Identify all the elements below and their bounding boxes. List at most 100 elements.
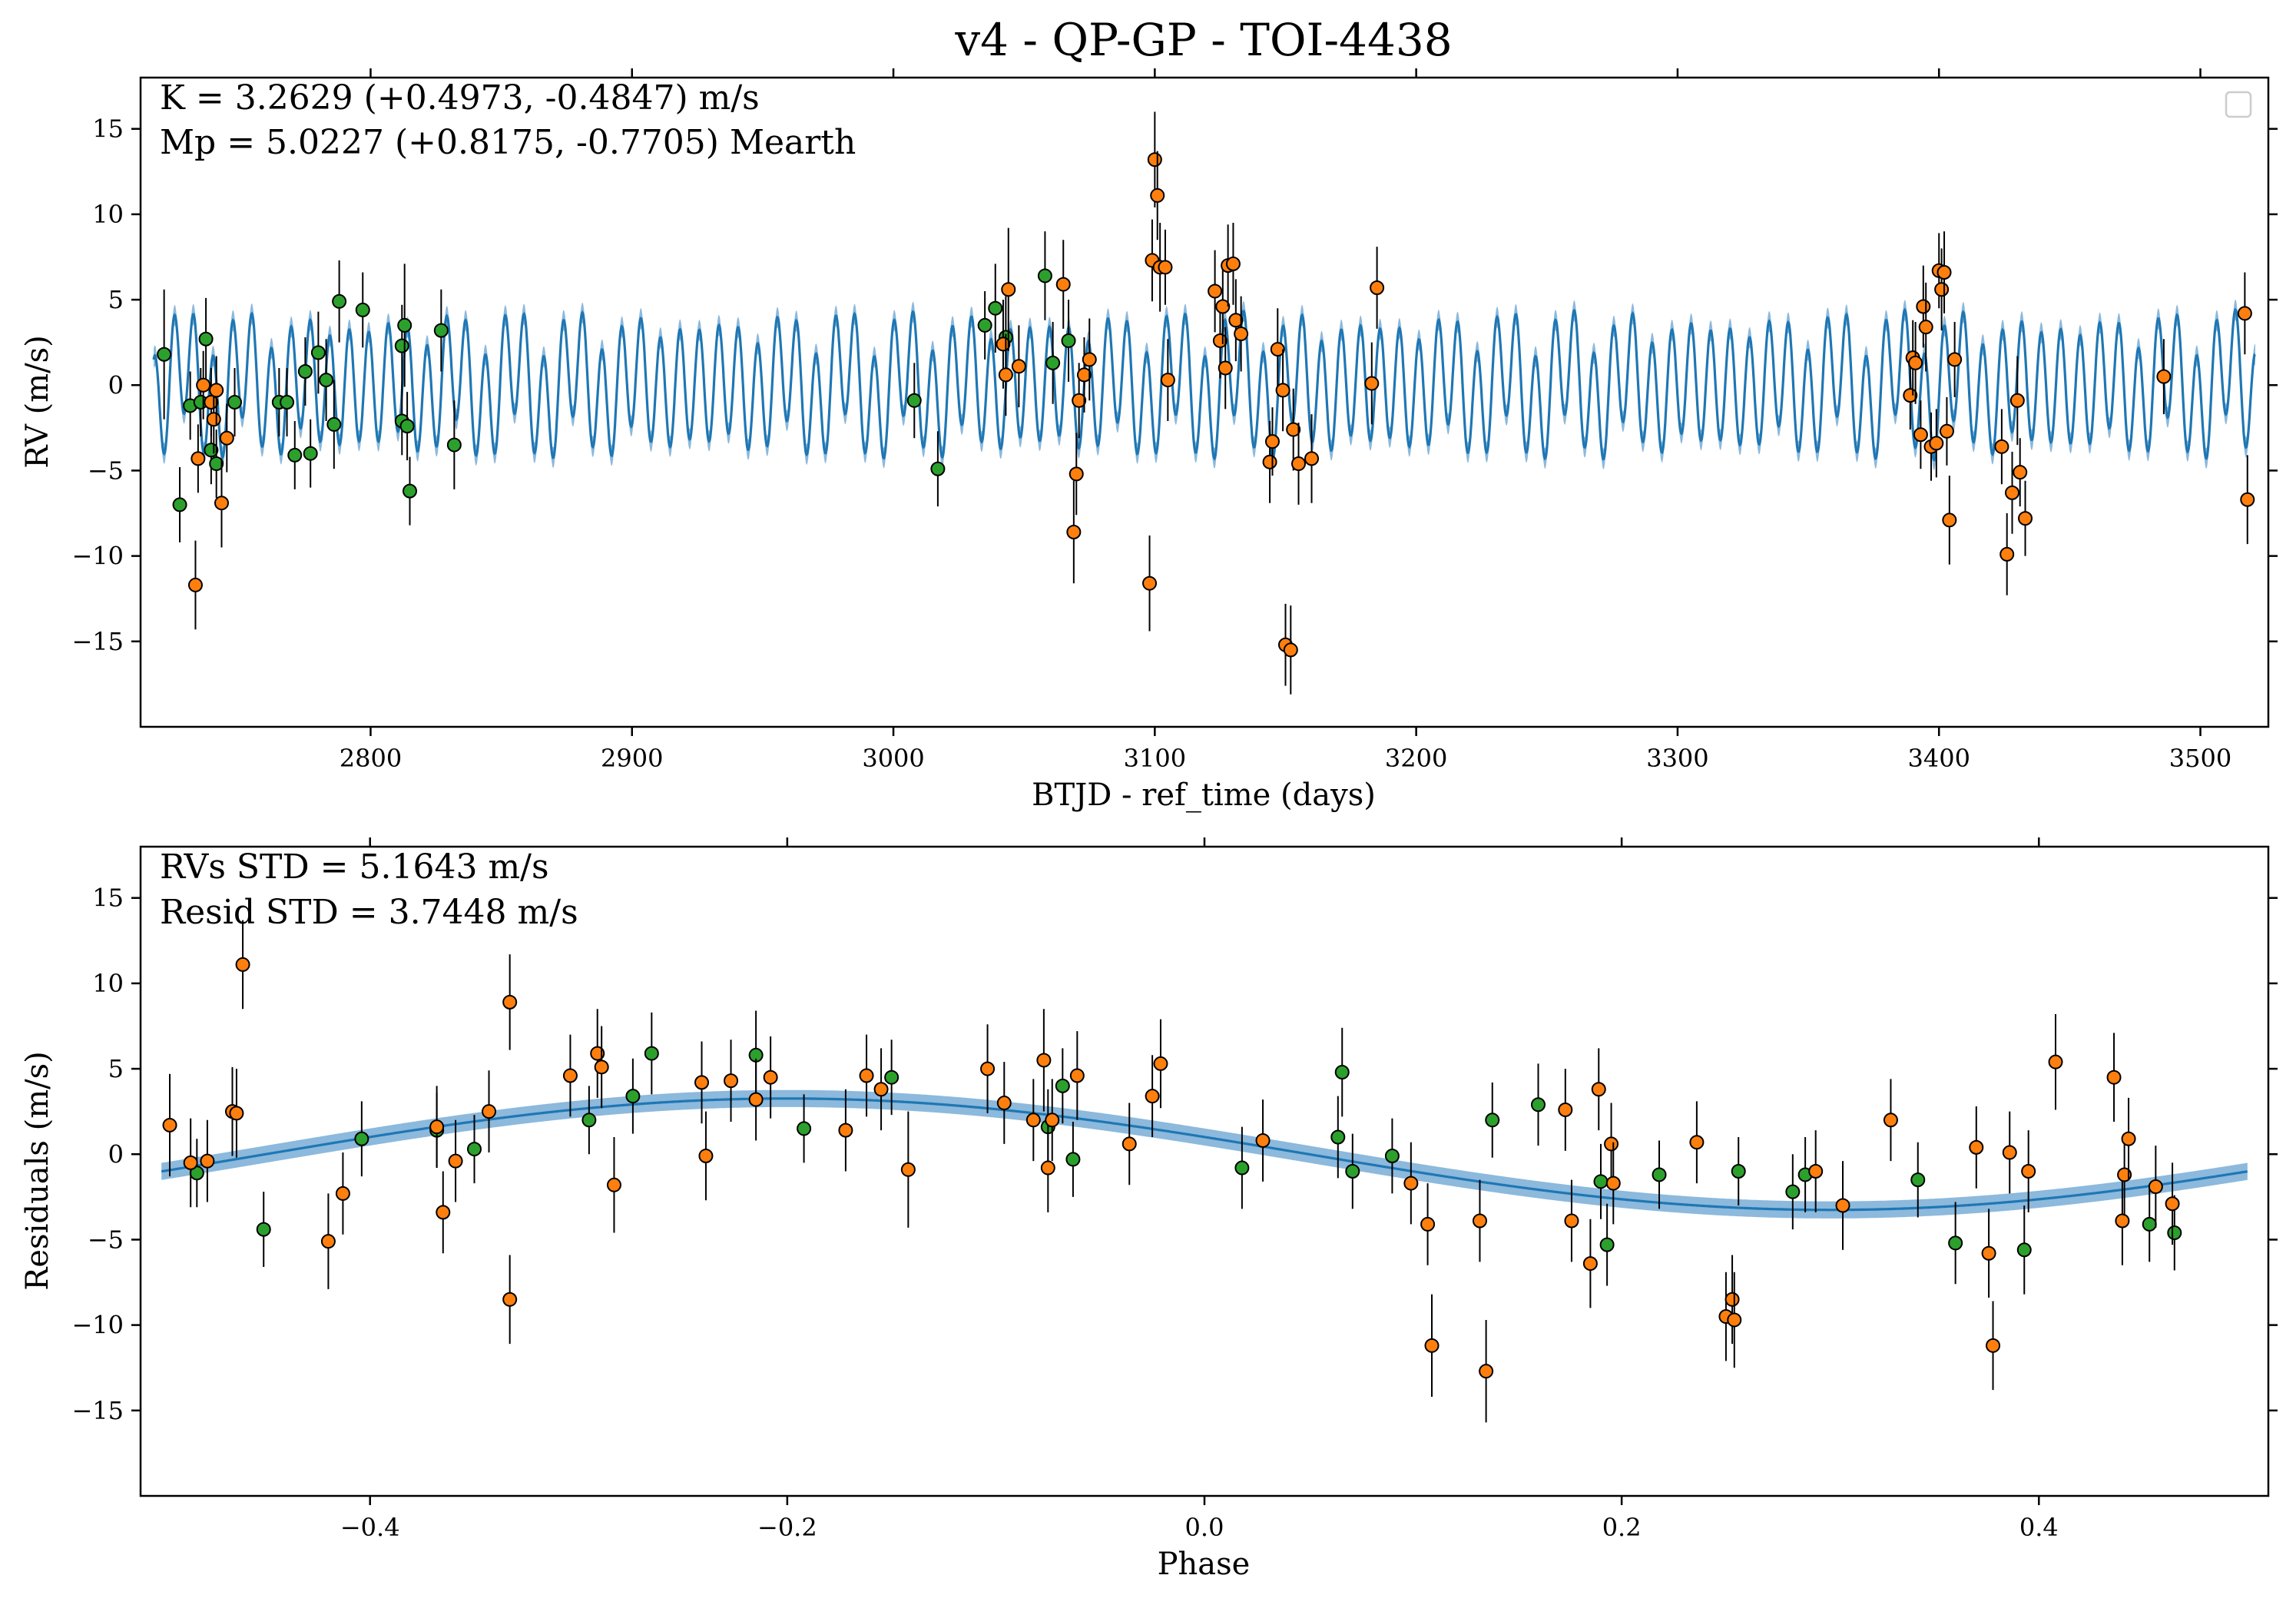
rv-point	[906, 393, 922, 408]
rv-point	[394, 338, 409, 353]
residual-point	[1981, 1245, 1996, 1261]
residual-point	[2167, 1225, 2182, 1241]
rv-point	[1147, 152, 1162, 167]
rv-point	[2240, 492, 2255, 507]
residual-point	[436, 1205, 451, 1220]
residual-point	[838, 1123, 853, 1138]
rv-point	[1228, 313, 1244, 328]
residual-point	[229, 1106, 244, 1121]
rv-point	[2005, 485, 2020, 500]
residual-point	[625, 1089, 641, 1104]
residual-point	[1234, 1160, 1250, 1176]
residual-point	[594, 1059, 609, 1075]
residuals-phase-ticks: −0.4 −0.2 0.0 0.2 0.4 −15 −10 −5 0 5 10 15	[71, 837, 2278, 1542]
rv-point	[209, 456, 224, 472]
rv-point	[1364, 376, 1380, 391]
residual-point	[1040, 1160, 1055, 1176]
rv-point	[332, 293, 347, 309]
rv-point	[1270, 342, 1285, 357]
rv-point	[1939, 423, 1954, 439]
rv-point	[1264, 434, 1280, 449]
residual-point	[900, 1162, 916, 1177]
rv-time-ticks: 2800 2900 3000 3100 3200 3300 3400 3500 −15 −10 −5…	[71, 68, 2278, 773]
residual-point	[448, 1153, 463, 1169]
rv-point	[1942, 512, 1957, 528]
residual-point	[1121, 1136, 1137, 1152]
rv-xtick-label: 3200	[1385, 744, 1447, 773]
residual-point	[162, 1117, 177, 1132]
residual-point	[1036, 1053, 1052, 1068]
residual-ytick-label: −5	[88, 1225, 124, 1254]
residual-point	[1420, 1216, 1436, 1232]
rv-point	[1076, 367, 1092, 383]
rv-point	[2237, 306, 2252, 321]
rv-point	[1068, 466, 1084, 482]
rv-point	[326, 416, 342, 432]
rv-point	[1262, 454, 1277, 469]
residual-point	[562, 1068, 578, 1083]
rv-point	[2009, 393, 2025, 408]
residual-point	[694, 1075, 710, 1090]
residual-point	[1065, 1152, 1081, 1167]
residual-point	[1986, 1338, 2001, 1353]
residual-point	[980, 1061, 996, 1076]
rv-point	[1918, 320, 1933, 335]
residual-point	[429, 1119, 445, 1135]
rv-point	[1225, 256, 1241, 271]
residual-ytick-label: 5	[108, 1054, 124, 1083]
residual-xtick-label: 0.4	[2019, 1513, 2059, 1542]
rv-point	[1908, 355, 1923, 370]
residual-point	[2165, 1196, 2180, 1212]
phase-model-line-layer	[161, 1097, 2248, 1212]
rv-point	[1994, 439, 2009, 454]
residual-point	[1785, 1184, 1801, 1199]
residual-point	[1591, 1082, 1606, 1097]
rv-point	[403, 483, 418, 499]
residual-ytick-label: 10	[92, 969, 124, 998]
residual-point	[482, 1104, 497, 1119]
residual-point	[996, 1096, 1012, 1111]
rv-xtick-label: 3100	[1124, 744, 1186, 773]
rv-ytick-label: 10	[92, 200, 124, 229]
rv-ytick-label: −5	[88, 456, 124, 485]
rv-point	[1045, 355, 1061, 370]
rv-point	[191, 451, 206, 466]
residual-point	[256, 1222, 271, 1237]
residual-point	[1485, 1113, 1500, 1128]
residual-point	[1424, 1338, 1440, 1353]
rv-point	[206, 412, 221, 427]
residual-point	[502, 994, 518, 1010]
residual-point	[644, 1046, 659, 1061]
rv-point	[1061, 333, 1076, 348]
residual-point	[2121, 1131, 2136, 1146]
residual-point	[1255, 1132, 1271, 1148]
residual-point	[2106, 1069, 2122, 1085]
residual-model-band	[161, 1089, 2248, 1219]
rv-point	[397, 317, 412, 333]
residuals-phase-ylabel: Residuals (m/s)	[20, 1051, 55, 1291]
rv-point	[1011, 359, 1026, 374]
residual-point	[1808, 1164, 1824, 1179]
rv-point	[1215, 299, 1231, 314]
residual-point	[1330, 1129, 1346, 1145]
rv-point	[2018, 511, 2033, 526]
residual-point	[1948, 1235, 1963, 1251]
rv-point	[2156, 369, 2172, 384]
rv-point	[1142, 575, 1158, 591]
residual-xtick-label: 0.0	[1185, 1513, 1224, 1542]
residual-point	[1883, 1113, 1898, 1128]
rv-point	[1999, 546, 2015, 562]
residual-ytick-label: 0	[108, 1139, 124, 1169]
rv-point	[1304, 451, 1320, 466]
residual-point	[1910, 1172, 1926, 1188]
rv-point	[214, 496, 229, 511]
rv-ytick-label: 5	[108, 285, 124, 314]
residuals-annotation-resid-std: Resid STD = 3.7448 m/s	[160, 893, 578, 932]
rv-point	[227, 395, 243, 410]
rv-point	[1929, 436, 1944, 451]
residual-point	[2148, 1179, 2163, 1195]
residual-point	[859, 1068, 874, 1083]
rv-time-plot-frame	[139, 76, 2270, 728]
rv-xtick-label: 3500	[2169, 744, 2231, 773]
rv-ytick-label: −15	[71, 627, 124, 656]
